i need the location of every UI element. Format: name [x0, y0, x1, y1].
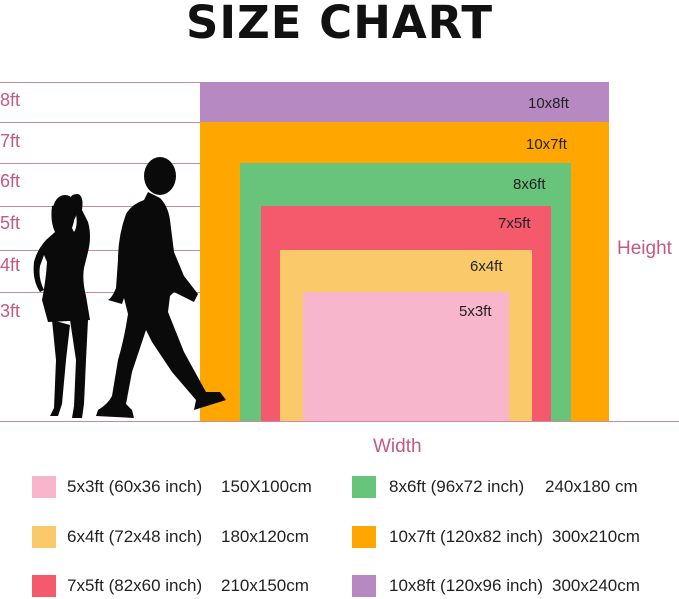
man-silhouette-icon: [96, 157, 226, 418]
baseline: [0, 421, 679, 422]
legend-size-5x3: 5x3ft (60x36 inch): [67, 477, 203, 496]
legend-cm-5x3: 150X100cm: [221, 477, 312, 496]
grid-line-4ft: [0, 250, 200, 251]
legend-size-10x7: 10x7ft (120x82 inch): [389, 527, 544, 546]
legend-cm-10x8: 300x240cm: [552, 576, 640, 595]
size-label-7x5: 7x5ft: [498, 215, 531, 232]
legend-swatch-6x4: [32, 526, 56, 548]
height-axis-label: Height: [617, 238, 672, 259]
size-label-5x3: 5x3ft: [459, 303, 492, 320]
height-tick-7ft: 7ft: [0, 131, 21, 151]
size-rect-5x3: [303, 292, 509, 421]
height-tick-3ft: 3ft: [0, 301, 21, 321]
legend-size-8x6: 8x6ft (96x72 inch): [389, 477, 525, 496]
legend-swatch-5x3: [32, 476, 56, 498]
legend-cm-7x5: 210x150cm: [221, 576, 309, 595]
size-label-6x4: 6x4ft: [470, 258, 503, 275]
height-tick-4ft: 4ft: [0, 255, 21, 275]
legend-swatch-10x7: [352, 526, 376, 548]
woman-silhouette-icon: [33, 194, 90, 418]
legend-size-6x4: 6x4ft (72x48 inch): [67, 527, 203, 546]
grid-line-5ft: [0, 206, 200, 207]
legend-size-7x5: 7x5ft (82x60 inch): [67, 576, 203, 595]
width-axis-label: Width: [373, 436, 422, 457]
grid-line-8ft: [0, 82, 200, 83]
legend-size-10x8: 10x8ft (120x96 inch): [389, 576, 544, 595]
size-label-10x7: 10x7ft: [526, 136, 567, 153]
legend-cm-10x7: 300x210cm: [552, 527, 640, 546]
grid-line-7ft: [0, 122, 200, 123]
height-tick-6ft: 6ft: [0, 171, 21, 191]
grid-line-3ft: [0, 292, 200, 293]
legend-swatch-8x6: [352, 476, 376, 498]
legend-swatch-10x8: [352, 575, 376, 597]
size-label-8x6: 8x6ft: [513, 176, 546, 193]
legend-cm-8x6: 240x180 cm: [545, 477, 638, 496]
legend-swatch-7x5: [32, 575, 56, 597]
page-title: SIZE CHART: [185, 0, 494, 49]
legend-cm-6x4: 180x120cm: [221, 527, 309, 546]
height-tick-5ft: 5ft: [0, 213, 21, 233]
grid-line-6ft: [0, 163, 200, 164]
height-tick-8ft: 8ft: [0, 90, 21, 110]
size-label-10x8: 10x8ft: [528, 95, 569, 112]
